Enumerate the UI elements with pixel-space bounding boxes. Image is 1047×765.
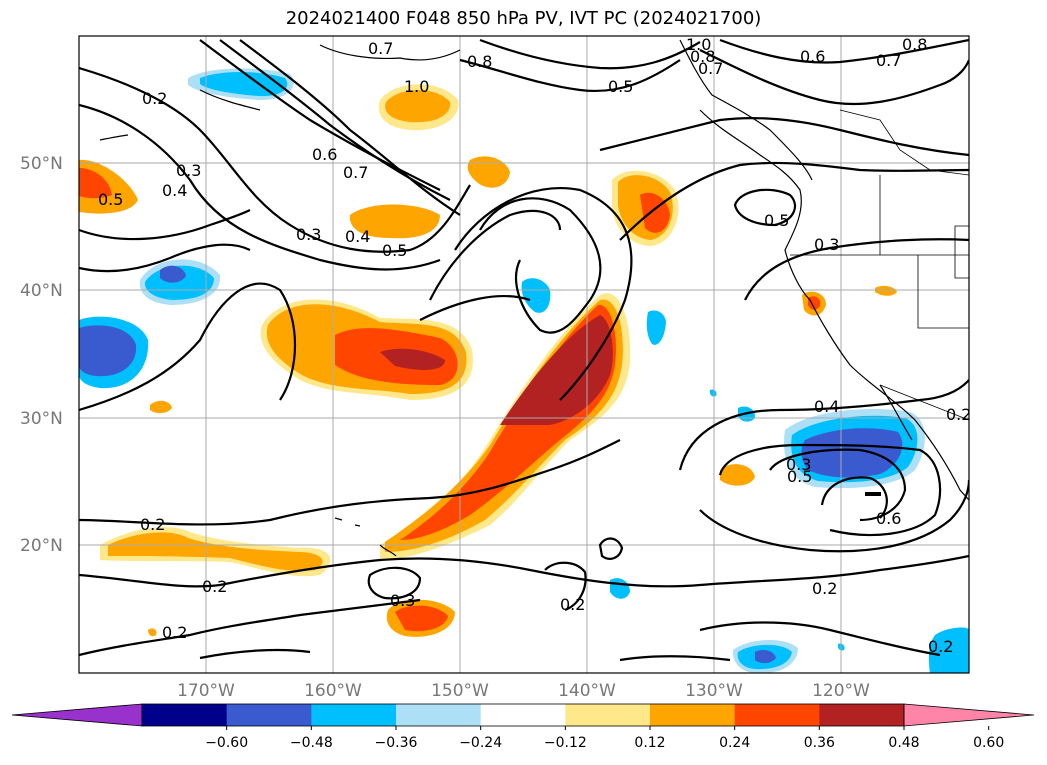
colorbar-segment [396,704,482,726]
colorbar-segment [142,704,228,726]
colorbar-extend-low [11,703,143,727]
svg-text:0.2: 0.2 [928,637,953,656]
svg-text:0.3: 0.3 [390,591,415,610]
colorbar-tick-label: 0.48 [888,735,919,751]
svg-text:1.0: 1.0 [404,77,429,96]
lat-label: 30°N [20,409,63,429]
map-frame [78,35,970,674]
colorbar: −0.60 −0.48 −0.36 −0.24 −0.12 0.12 0.24 0.36 0.4… [11,703,1035,751]
svg-text:0.2: 0.2 [162,623,187,642]
svg-text:0.8: 0.8 [902,35,927,54]
colorbar-tick-label: −0.12 [544,735,587,751]
colorbar-tick-label: −0.24 [459,735,502,751]
svg-text:0.2: 0.2 [812,579,837,598]
svg-text:0.5: 0.5 [608,77,633,96]
svg-text:0.2: 0.2 [202,577,227,596]
land-feature [865,492,881,496]
lon-label: 140°W [558,681,616,701]
colorbar-tick-label: −0.36 [375,735,418,751]
colorbar-segment [480,704,566,726]
colorbar-segment [311,704,397,726]
lon-label: 120°W [812,681,870,701]
svg-text:0.8: 0.8 [467,52,492,71]
colorbar-tick-label: 0.24 [719,735,750,751]
colorbar-segment [565,704,651,726]
lon-label: 160°W [304,681,362,701]
colorbar-frame [141,703,905,727]
colorbar-tick-label: −0.48 [290,735,333,751]
lat-label: 20°N [20,536,63,556]
chart-title: 2024021400 F048 850 hPa PV, IVT PC (2024… [285,8,762,29]
svg-text:0.5: 0.5 [98,190,123,209]
svg-text:0.6: 0.6 [876,509,901,528]
lat-labels: 50°N 40°N 30°N 20°N [20,154,63,556]
svg-text:0.2: 0.2 [560,595,585,614]
svg-text:0.2: 0.2 [142,89,167,108]
colorbar-tick-label: 0.60 [973,735,1004,751]
svg-text:0.5: 0.5 [764,211,789,230]
colorbar-segment [650,704,736,726]
svg-text:0.5: 0.5 [787,467,812,486]
svg-text:0.3: 0.3 [296,225,321,244]
colorbar-extend-high [903,703,1035,727]
colorbar-tick-label: 0.36 [804,735,835,751]
svg-text:0.3: 0.3 [786,455,811,474]
pv-contours [79,38,969,662]
colorbar-tick-label: 0.12 [634,735,665,751]
svg-text:0.7: 0.7 [876,51,901,70]
lon-label: 170°W [177,681,235,701]
svg-text:0.8: 0.8 [690,47,715,66]
lon-label: 130°W [685,681,743,701]
contour-labels: 0.7 1.0 0.8 0.8 1.0 0.5 0.6 0.7 0.8 0.7 … [98,35,971,656]
svg-text:0.7: 0.7 [368,39,393,58]
svg-text:0.3: 0.3 [176,161,201,180]
svg-text:0.4: 0.4 [814,397,839,416]
colorbar-segment [226,704,312,726]
svg-text:0.2: 0.2 [946,405,971,424]
svg-text:1.0: 1.0 [686,35,711,54]
svg-text:0.7: 0.7 [343,163,368,182]
lat-label: 50°N [20,154,63,174]
colorbar-tick-label: −0.60 [205,735,248,751]
map-plot-area: 0.7 1.0 0.8 0.8 1.0 0.5 0.6 0.7 0.8 0.7 … [79,35,971,673]
coastlines [99,39,969,557]
lat-label: 40°N [20,281,63,301]
colorbar-segment [819,704,905,726]
svg-text:0.6: 0.6 [312,145,337,164]
lon-label: 150°W [431,681,489,701]
svg-text:0.7: 0.7 [698,59,723,78]
svg-text:0.4: 0.4 [345,227,370,246]
svg-text:0.2: 0.2 [140,515,165,534]
positive-shading [79,84,897,637]
svg-text:0.4: 0.4 [162,181,187,200]
svg-text:0.6: 0.6 [800,47,825,66]
svg-text:0.3: 0.3 [814,235,839,254]
colorbar-segment [734,704,820,726]
svg-text:0.5: 0.5 [382,241,407,260]
lon-labels: 170°W 160°W 150°W 140°W 130°W 120°W [177,681,870,701]
